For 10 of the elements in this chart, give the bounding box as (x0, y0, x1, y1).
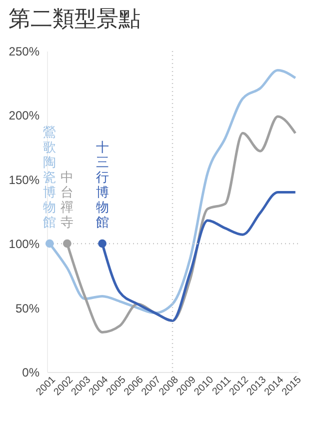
series-label: 鶯歌陶瓷博物館 (43, 124, 56, 230)
y-tick-label: 100% (8, 237, 40, 252)
series-label: 十三行博物館 (96, 140, 109, 230)
y-tick-label: 200% (8, 108, 40, 123)
chart-title: 第二類型景點 (8, 6, 140, 31)
y-tick-label: 150% (8, 172, 40, 187)
y-tick-label: 50% (15, 301, 40, 316)
series-label: 中台禪寺 (60, 170, 74, 230)
y-tick-label: 250% (8, 44, 40, 58)
y-tick-label: 0% (22, 366, 40, 380)
